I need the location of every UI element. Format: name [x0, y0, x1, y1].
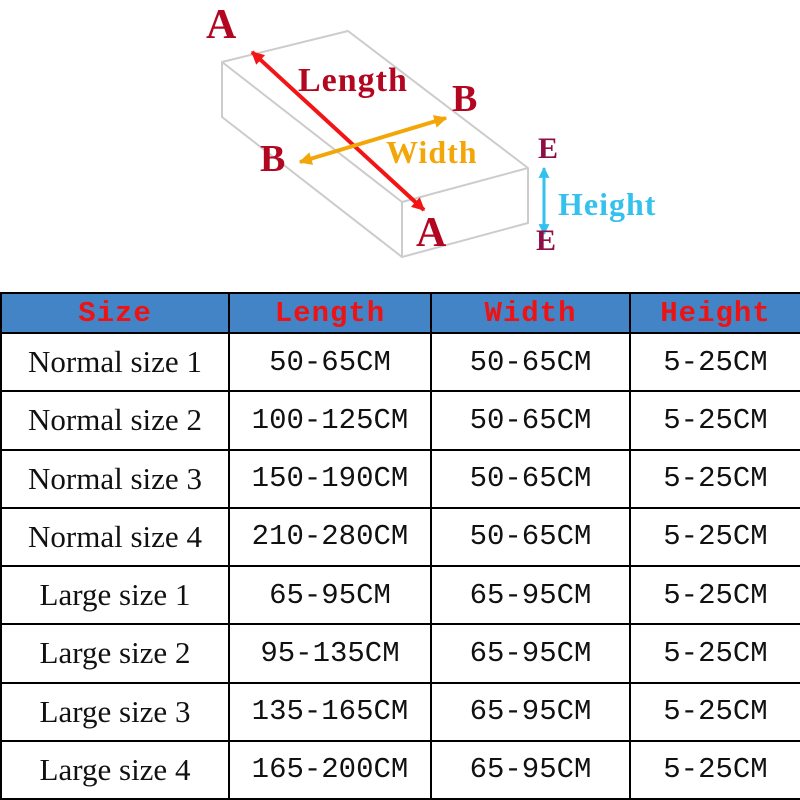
- cell-width: 65-95CM: [430, 681, 631, 742]
- cell-height: 5-25CM: [629, 390, 800, 451]
- corner-label-b-left: B: [260, 138, 286, 180]
- corner-label-a-bottom: A: [416, 210, 447, 256]
- cell-length: 50-65CM: [228, 331, 432, 393]
- cell-height: 5-25CM: [629, 448, 800, 509]
- cell-height: 5-25CM: [629, 681, 800, 742]
- cell-size: Large size 4: [0, 739, 230, 800]
- table-row: Large size 2 95-135CM 65-95CM 5-25CM: [0, 623, 800, 684]
- cell-height: 5-25CM: [629, 331, 800, 393]
- length-label: Length: [298, 62, 408, 99]
- col-header-size: Size: [0, 292, 230, 334]
- cell-size: Normal size 3: [0, 448, 230, 509]
- cell-width: 65-95CM: [430, 739, 631, 800]
- col-header-height: Height: [629, 292, 800, 334]
- cell-length: 135-165CM: [228, 681, 432, 742]
- cell-width: 65-95CM: [430, 564, 631, 626]
- cell-length: 165-200CM: [228, 739, 432, 800]
- edge-label-e-bottom: E: [536, 224, 557, 257]
- cell-length: 100-125CM: [228, 390, 432, 451]
- width-label: Width: [386, 134, 478, 170]
- cell-width: 50-65CM: [430, 448, 631, 509]
- cell-width: 50-65CM: [430, 390, 631, 451]
- cell-size: Large size 1: [0, 564, 230, 626]
- cell-height: 5-25CM: [629, 623, 800, 684]
- cell-length: 95-135CM: [228, 623, 432, 684]
- cell-size: Normal size 2: [0, 390, 230, 451]
- cell-length: 210-280CM: [228, 506, 432, 568]
- diagram-canvas: [221, 30, 550, 258]
- cell-height: 5-25CM: [629, 564, 800, 626]
- cell-height: 5-25CM: [629, 739, 800, 800]
- cushion-diagram: A A B B Length Width E E Height: [0, 0, 800, 292]
- table-row: Large size 4 165-200CM 65-95CM 5-25CM: [0, 739, 800, 800]
- table-row: Large size 3 135-165CM 65-95CM 5-25CM: [0, 681, 800, 742]
- cell-height: 5-25CM: [629, 506, 800, 568]
- corner-label-b-right: B: [452, 78, 478, 120]
- height-label: Height: [558, 186, 657, 222]
- cell-size: Normal size 4: [0, 506, 230, 568]
- table-row: Normal size 3 150-190CM 50-65CM 5-25CM: [0, 448, 800, 509]
- cell-length: 150-190CM: [228, 448, 432, 509]
- col-header-length: Length: [228, 292, 432, 334]
- cell-size: Normal size 1: [0, 331, 230, 393]
- size-table: Size Length Width Height Normal size 1 5…: [0, 292, 800, 800]
- cell-width: 50-65CM: [430, 506, 631, 568]
- table-row: Large size 1 65-95CM 65-95CM 5-25CM: [0, 564, 800, 626]
- table-row: Normal size 1 50-65CM 50-65CM 5-25CM: [0, 331, 800, 393]
- width-arrow: [298, 115, 448, 165]
- table-row: Normal size 2 100-125CM 50-65CM 5-25CM: [0, 390, 800, 451]
- cell-size: Large size 2: [0, 623, 230, 684]
- col-header-width: Width: [430, 292, 631, 334]
- cell-size: Large size 3: [0, 681, 230, 742]
- table-row: Normal size 4 210-280CM 50-65CM 5-25CM: [0, 506, 800, 568]
- corner-label-a-top: A: [206, 2, 237, 48]
- cell-width: 50-65CM: [430, 331, 631, 393]
- cell-width: 65-95CM: [430, 623, 631, 684]
- table-header-row: Size Length Width Height: [0, 292, 800, 334]
- edge-label-e-top: E: [538, 132, 559, 165]
- cell-length: 65-95CM: [228, 564, 432, 626]
